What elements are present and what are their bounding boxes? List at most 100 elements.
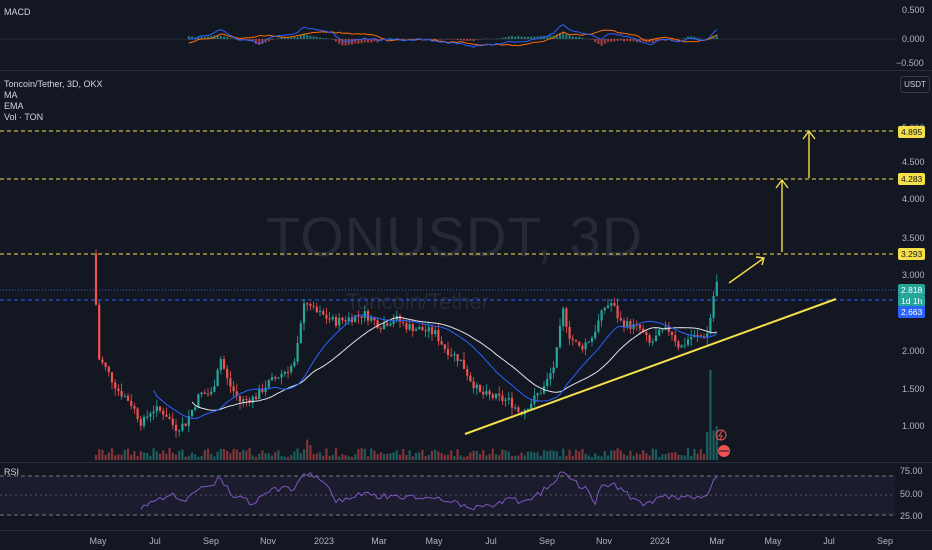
candle xyxy=(434,330,437,335)
candle xyxy=(296,343,299,362)
candle xyxy=(398,315,402,323)
macd-hist-bar xyxy=(280,37,283,39)
candle xyxy=(610,303,613,306)
time-label: Mar xyxy=(709,536,725,546)
volume-bar xyxy=(507,451,510,460)
candle xyxy=(459,359,462,362)
candle xyxy=(162,410,165,415)
macd-label[interactable]: MACD xyxy=(4,7,31,17)
candle xyxy=(651,341,654,343)
candle xyxy=(363,310,366,318)
macd-hist-bar xyxy=(546,36,549,39)
macd-hist-bar xyxy=(549,35,552,39)
volume-bar xyxy=(430,450,434,460)
candle xyxy=(549,373,552,380)
macd-axis-label: −0.500 xyxy=(896,58,924,68)
time-label: May xyxy=(764,536,782,546)
candle xyxy=(453,354,456,356)
macd-hist-bar xyxy=(504,37,507,39)
price-pane[interactable]: TONUSDT, 3D Toncoin/Tether Toncoin/Tethe… xyxy=(0,71,932,462)
pane-separator[interactable] xyxy=(0,70,932,71)
candle xyxy=(94,253,98,305)
macd-pane[interactable]: MACD 0.500 0.000 −0.500 xyxy=(0,0,932,68)
price-tag-3293[interactable]: 3.293 xyxy=(898,248,926,260)
candle xyxy=(286,371,290,373)
volume-bar xyxy=(322,455,325,460)
candle xyxy=(258,388,261,400)
currency-unit-button[interactable]: USDT xyxy=(900,76,930,93)
macd-hist-bar xyxy=(571,36,574,39)
price-tag-current[interactable]: 2.818 xyxy=(898,284,926,296)
macd-hist-bar xyxy=(575,36,577,39)
candle xyxy=(373,317,376,321)
price-tag-2663[interactable]: 2.663 xyxy=(898,306,926,318)
macd-hist-bar xyxy=(562,33,565,39)
volume-bar xyxy=(222,448,226,460)
volume-bar xyxy=(683,455,686,460)
macd-hist-bar xyxy=(335,39,337,42)
price-axis-label: 3.000 xyxy=(902,270,925,280)
candle xyxy=(421,327,424,331)
volume-bar xyxy=(139,451,142,460)
projection-arrows[interactable] xyxy=(728,129,816,284)
volume-bar xyxy=(626,455,629,460)
macd-hist-bar xyxy=(536,36,539,39)
macd-hist-bar xyxy=(197,36,200,39)
macd-hist-bar xyxy=(255,39,257,44)
candle xyxy=(133,405,136,409)
volume-bar xyxy=(184,456,187,460)
volume-bar xyxy=(677,454,680,460)
macd-hist-bar xyxy=(469,39,472,41)
macd-hist-bar xyxy=(568,35,571,39)
macd-hist-bar xyxy=(639,39,641,43)
candle xyxy=(597,320,600,332)
candle xyxy=(539,393,542,395)
symbol-title[interactable]: Toncoin/Tether, 3D, OKX xyxy=(4,79,103,89)
candle xyxy=(683,344,686,346)
macd-hist-bar xyxy=(696,37,699,39)
indicator-volume[interactable]: Vol · TON xyxy=(4,112,44,122)
candle xyxy=(190,409,194,417)
macd-hist-bar xyxy=(223,36,225,39)
volume-bar xyxy=(152,448,155,460)
volume-bar xyxy=(270,455,274,460)
volume-bar xyxy=(642,449,645,460)
volume-bar xyxy=(517,455,520,460)
candle xyxy=(581,345,584,350)
candle xyxy=(293,361,296,366)
candle xyxy=(270,377,274,381)
volume-bar xyxy=(574,449,578,460)
volume-bar xyxy=(533,452,536,460)
indicator-ma[interactable]: MA xyxy=(4,90,18,100)
pane-separator[interactable] xyxy=(0,462,932,463)
time-axis[interactable]: May Jul Sep Nov 2023 Mar May Jul Sep Nov… xyxy=(0,531,932,550)
price-tag-4895[interactable]: 4.895 xyxy=(898,126,926,138)
trendline[interactable] xyxy=(464,298,837,435)
volume-bar xyxy=(437,451,440,460)
volume-bar xyxy=(187,455,190,460)
time-label: Sep xyxy=(876,536,894,546)
time-axis-border xyxy=(0,530,932,531)
candle xyxy=(101,359,104,363)
candle xyxy=(219,359,222,371)
candle xyxy=(587,341,590,343)
indicator-ema[interactable]: EMA xyxy=(4,101,24,111)
volume-bar xyxy=(354,454,357,460)
time-label: Jul xyxy=(149,536,161,546)
macd-hist-bar xyxy=(415,38,417,39)
volume-bar xyxy=(235,449,238,460)
price-tag-4283[interactable]: 4.283 xyxy=(898,173,926,185)
lightning-icon[interactable] xyxy=(715,429,727,441)
volume-bar xyxy=(702,454,706,460)
candle xyxy=(379,328,382,330)
volume-bar xyxy=(526,451,530,460)
candle xyxy=(386,323,389,326)
candle xyxy=(229,378,232,387)
macd-hist-bar xyxy=(293,36,296,39)
rsi-pane[interactable]: RSI 75.00 50.00 25.00 xyxy=(0,463,932,529)
candle xyxy=(187,416,190,426)
volume-bar xyxy=(466,455,469,460)
candle xyxy=(414,329,418,332)
volume-bar xyxy=(331,454,334,460)
rsi-label[interactable]: RSI xyxy=(4,467,20,477)
